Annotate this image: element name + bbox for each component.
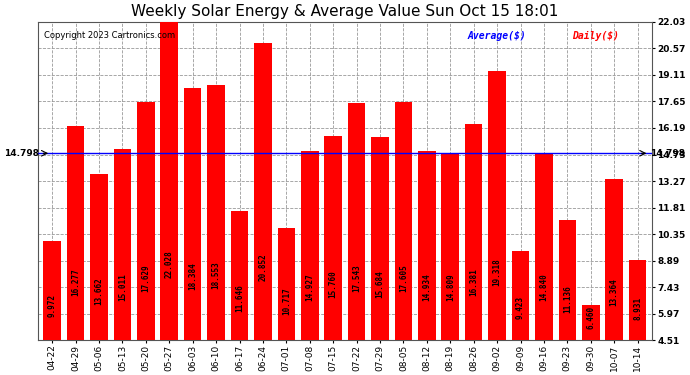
Text: 17.543: 17.543 (352, 264, 361, 292)
Bar (277, 228, 295, 340)
Text: 22.028: 22.028 (165, 250, 174, 278)
Bar (465, 124, 482, 340)
Text: Daily($): Daily($) (572, 31, 619, 41)
Bar (254, 43, 272, 340)
Text: 19.318: 19.318 (493, 259, 502, 286)
Bar (348, 104, 366, 340)
Text: 17.629: 17.629 (141, 264, 150, 292)
Text: 13.662: 13.662 (95, 277, 103, 305)
Text: 14.809: 14.809 (446, 273, 455, 301)
Text: 11.646: 11.646 (235, 284, 244, 312)
Bar (582, 305, 600, 340)
Text: 14.840: 14.840 (540, 273, 549, 301)
Text: Average($): Average($) (468, 31, 526, 41)
Bar (114, 149, 131, 340)
Bar (512, 251, 529, 340)
Text: 9.423: 9.423 (516, 296, 525, 319)
Bar (442, 153, 459, 340)
Text: Copyright 2023 Cartronics.com: Copyright 2023 Cartronics.com (44, 31, 175, 40)
Text: 18.553: 18.553 (212, 261, 221, 289)
Bar (67, 126, 84, 340)
Text: 11.136: 11.136 (563, 285, 572, 313)
Text: 14.798: 14.798 (651, 149, 685, 158)
Text: 15.684: 15.684 (375, 271, 384, 298)
Bar (371, 137, 388, 340)
Text: 10.717: 10.717 (282, 287, 291, 315)
Bar (418, 151, 435, 340)
Text: 15.011: 15.011 (118, 273, 127, 301)
Bar (559, 220, 576, 340)
Bar (137, 102, 155, 340)
Text: 8.931: 8.931 (633, 297, 642, 321)
Bar (90, 174, 108, 340)
Text: 17.605: 17.605 (399, 264, 408, 292)
Bar (535, 153, 553, 340)
Bar (489, 71, 506, 341)
Text: 14.798: 14.798 (4, 149, 39, 158)
Text: 14.927: 14.927 (305, 273, 314, 301)
Text: 15.760: 15.760 (328, 270, 337, 298)
Bar (184, 88, 201, 340)
Bar (161, 22, 178, 340)
Bar (324, 136, 342, 340)
Bar (43, 241, 61, 340)
Bar (230, 211, 248, 340)
Text: 20.852: 20.852 (259, 254, 268, 282)
Text: 13.364: 13.364 (610, 278, 619, 306)
Text: 6.460: 6.460 (586, 306, 595, 328)
Bar (395, 102, 412, 340)
Bar (207, 85, 225, 340)
Bar (629, 260, 647, 340)
Bar (605, 179, 623, 340)
Text: 9.972: 9.972 (48, 294, 57, 317)
Text: 18.384: 18.384 (188, 262, 197, 290)
Title: Weekly Solar Energy & Average Value Sun Oct 15 18:01: Weekly Solar Energy & Average Value Sun … (131, 4, 559, 19)
Bar (301, 151, 319, 340)
Text: 16.277: 16.277 (71, 268, 80, 296)
Text: 16.381: 16.381 (469, 268, 478, 296)
Text: 14.934: 14.934 (422, 273, 431, 301)
